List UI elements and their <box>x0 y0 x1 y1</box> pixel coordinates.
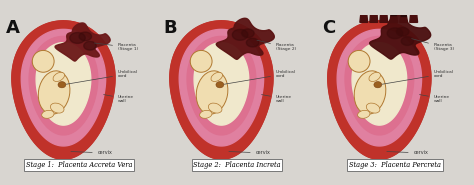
Ellipse shape <box>354 71 386 114</box>
Ellipse shape <box>369 72 381 82</box>
Polygon shape <box>370 2 378 22</box>
Text: A: A <box>6 19 19 37</box>
Polygon shape <box>194 43 249 125</box>
Text: C: C <box>322 19 335 37</box>
Polygon shape <box>410 7 418 22</box>
Polygon shape <box>179 29 264 146</box>
Polygon shape <box>232 29 248 40</box>
Text: Umbilical
cord: Umbilical cord <box>224 70 296 84</box>
Polygon shape <box>187 36 256 135</box>
Text: Umbilical
cord: Umbilical cord <box>66 70 138 84</box>
Polygon shape <box>381 5 386 10</box>
Polygon shape <box>397 27 409 36</box>
Text: cervix: cervix <box>71 150 113 155</box>
Polygon shape <box>170 21 273 159</box>
Polygon shape <box>370 15 431 59</box>
Polygon shape <box>391 13 396 16</box>
Polygon shape <box>84 41 96 50</box>
Text: Stage 3:  Placenta Percreta: Stage 3: Placenta Percreta <box>349 161 441 169</box>
Polygon shape <box>387 28 403 39</box>
Polygon shape <box>216 18 274 59</box>
Ellipse shape <box>209 103 222 113</box>
Text: Stage 1:  Placenta Accreta Vera: Stage 1: Placenta Accreta Vera <box>26 161 132 169</box>
Ellipse shape <box>190 51 212 72</box>
Polygon shape <box>361 8 366 13</box>
Polygon shape <box>79 32 91 41</box>
Polygon shape <box>401 37 414 46</box>
Polygon shape <box>371 2 376 8</box>
Ellipse shape <box>53 72 64 82</box>
Text: Uterine
wall: Uterine wall <box>262 95 292 103</box>
Polygon shape <box>242 29 254 38</box>
Ellipse shape <box>216 82 224 88</box>
Polygon shape <box>55 23 110 61</box>
Ellipse shape <box>211 72 222 82</box>
Polygon shape <box>328 21 431 159</box>
Polygon shape <box>29 36 98 135</box>
Polygon shape <box>401 14 406 16</box>
Polygon shape <box>411 7 416 12</box>
Text: Umbilical
cord: Umbilical cord <box>382 70 454 84</box>
Text: cervix: cervix <box>229 150 271 155</box>
Ellipse shape <box>366 103 380 113</box>
Polygon shape <box>360 8 368 22</box>
Polygon shape <box>380 5 388 22</box>
Polygon shape <box>345 36 414 135</box>
Polygon shape <box>21 29 106 146</box>
Polygon shape <box>400 14 408 22</box>
Text: Uterine
wall: Uterine wall <box>419 95 450 103</box>
Polygon shape <box>36 43 91 125</box>
Text: Placenta
(Stage 2): Placenta (Stage 2) <box>257 40 296 51</box>
Ellipse shape <box>374 82 382 88</box>
Polygon shape <box>390 13 398 22</box>
Polygon shape <box>352 43 407 125</box>
Ellipse shape <box>38 71 70 114</box>
Polygon shape <box>337 29 421 146</box>
Ellipse shape <box>42 110 54 118</box>
Text: B: B <box>164 19 177 37</box>
Ellipse shape <box>357 110 370 118</box>
Text: Uterine
wall: Uterine wall <box>104 95 134 103</box>
Ellipse shape <box>196 71 228 114</box>
Text: cervix: cervix <box>387 150 428 155</box>
Polygon shape <box>246 38 259 47</box>
Polygon shape <box>70 33 85 43</box>
Ellipse shape <box>58 82 66 88</box>
Polygon shape <box>12 21 115 159</box>
Ellipse shape <box>200 110 212 118</box>
Text: Placenta
(Stage 3): Placenta (Stage 3) <box>411 39 454 51</box>
Text: Stage 2:  Placenta Increta: Stage 2: Placenta Increta <box>193 161 281 169</box>
Text: Placenta
(Stage 1): Placenta (Stage 1) <box>94 43 138 51</box>
Ellipse shape <box>32 51 54 72</box>
Ellipse shape <box>348 51 370 72</box>
Ellipse shape <box>50 103 64 113</box>
